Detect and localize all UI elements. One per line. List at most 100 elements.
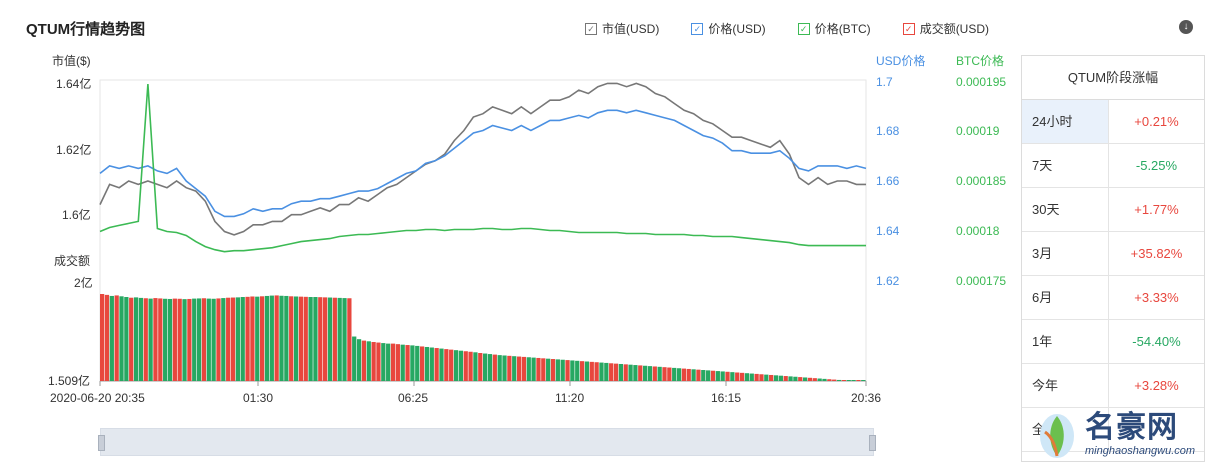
volume-bar <box>138 297 144 381</box>
volume-bar <box>250 296 255 381</box>
volume-bar <box>802 377 808 381</box>
volume-bar <box>235 297 240 381</box>
volume-bar <box>371 342 376 381</box>
volume-bar <box>773 375 779 381</box>
volume-bar <box>264 295 270 381</box>
volume-bar <box>822 378 827 381</box>
period-row[interactable]: 今年 +3.28% <box>1022 364 1204 408</box>
legend-item-volume[interactable]: ✓ 成交额(USD) <box>902 20 989 37</box>
volume-bar <box>444 349 449 381</box>
volume-bar <box>526 357 531 381</box>
period-change: +3.28% <box>1134 378 1179 393</box>
period-change: +35.82% <box>1130 246 1183 261</box>
legend-item-price-usd[interactable]: ✓ 价格(USD) <box>691 20 766 37</box>
left-axis-title: 市值($) <box>52 54 91 68</box>
volume-bar <box>783 376 788 381</box>
volume-bar <box>541 358 546 381</box>
volume-bar <box>555 359 560 381</box>
volume-bar <box>148 298 153 381</box>
btc-tick: 0.000185 <box>956 174 1007 188</box>
volume-bar <box>521 356 527 381</box>
watermark-url: minghaoshangwu.com <box>1085 445 1196 457</box>
volume-bar <box>216 298 221 381</box>
x-tick: 06:25 <box>398 391 429 405</box>
volume-bar <box>356 339 362 381</box>
volume-bar <box>230 297 236 381</box>
volume-bar <box>439 348 444 381</box>
volume-bar <box>478 353 483 381</box>
volume-bar <box>390 343 396 381</box>
volume-bar <box>778 375 783 381</box>
volume-bar <box>274 295 279 381</box>
volume-bar <box>507 355 512 381</box>
volume-bar <box>817 378 822 381</box>
volume-bar <box>124 297 129 381</box>
left-tick: 1.6亿 <box>62 208 91 222</box>
volume-bar <box>754 373 759 381</box>
volume-bar <box>158 298 163 381</box>
watermark-logo <box>1035 406 1079 462</box>
volume-bar <box>293 296 299 381</box>
period-row[interactable]: 6月 +3.33% <box>1022 276 1204 320</box>
usd-tick: 1.62 <box>876 274 900 288</box>
period-row[interactable]: 7天 -5.25% <box>1022 144 1204 188</box>
volume-bar <box>259 296 265 381</box>
usd-tick: 1.68 <box>876 124 900 138</box>
period-change: -5.25% <box>1135 158 1178 173</box>
download-icon[interactable]: ↓ <box>1179 20 1193 34</box>
volume-bar <box>192 298 197 381</box>
legend: ✓ 市值(USD) ✓ 价格(USD) ✓ 价格(BTC) ✓ 成交额(USD) <box>585 20 1021 37</box>
legend-item-price-btc[interactable]: ✓ 价格(BTC) <box>797 20 871 37</box>
volume-bar <box>182 299 187 381</box>
period-label: 30天 <box>1022 188 1109 231</box>
volume-bar <box>652 366 657 381</box>
x-tick: 16:15 <box>711 391 742 405</box>
period-row[interactable]: 3月 +35.82% <box>1022 232 1204 276</box>
volume-bar <box>618 363 623 381</box>
volume-bar <box>318 297 323 381</box>
volume-bar <box>793 376 798 381</box>
x-tick: 01:30 <box>243 391 274 405</box>
time-range-navigator[interactable] <box>98 428 876 456</box>
period-change: +0.21% <box>1134 114 1179 129</box>
volume-bar <box>449 349 454 381</box>
volume-bar <box>104 294 110 381</box>
volume-bar <box>453 350 459 381</box>
volume-bar <box>715 371 720 381</box>
volume-bar <box>143 298 148 381</box>
period-label: 24小时 <box>1022 100 1109 143</box>
volume-bar <box>676 368 682 381</box>
legend-item-market-cap[interactable]: ✓ 市值(USD) <box>585 20 659 37</box>
volume-bar <box>119 296 124 381</box>
watermark-text: 名豪网 <box>1085 411 1178 444</box>
volume-bar <box>206 298 211 381</box>
period-row[interactable]: 30天 +1.77% <box>1022 188 1204 232</box>
volume-bar <box>701 370 706 381</box>
period-row[interactable]: 24小时 +0.21% <box>1022 100 1204 144</box>
legend-label: 市值(USD) <box>602 22 660 36</box>
checkbox-icon[interactable]: ✓ <box>691 22 704 35</box>
checkbox-icon[interactable]: ✓ <box>797 22 810 35</box>
volume-bar <box>419 346 425 381</box>
volume-bar <box>798 377 803 381</box>
period-row[interactable]: 1年 -54.40% <box>1022 320 1204 364</box>
volume-bar <box>487 354 493 381</box>
navigator-right-handle[interactable] <box>869 435 876 451</box>
volume-bar <box>100 294 105 381</box>
checkbox-icon[interactable]: ✓ <box>585 22 597 35</box>
volume-bar <box>177 298 182 381</box>
volume-bar <box>531 357 536 381</box>
volume-bar <box>744 373 750 381</box>
volume-bar <box>269 295 274 381</box>
navigator-left-handle[interactable] <box>98 435 105 451</box>
volume-bar <box>575 360 580 381</box>
checkbox-icon[interactable]: ✓ <box>902 22 915 35</box>
period-change: -54.40% <box>1132 334 1181 349</box>
volume-bar <box>342 298 347 381</box>
x-tick: 11:20 <box>555 391 585 405</box>
volume-bar <box>623 364 628 381</box>
period-label: 今年 <box>1022 364 1109 407</box>
volume-bar <box>807 377 813 381</box>
volume-bar <box>483 353 488 381</box>
volume-bar <box>303 296 308 381</box>
